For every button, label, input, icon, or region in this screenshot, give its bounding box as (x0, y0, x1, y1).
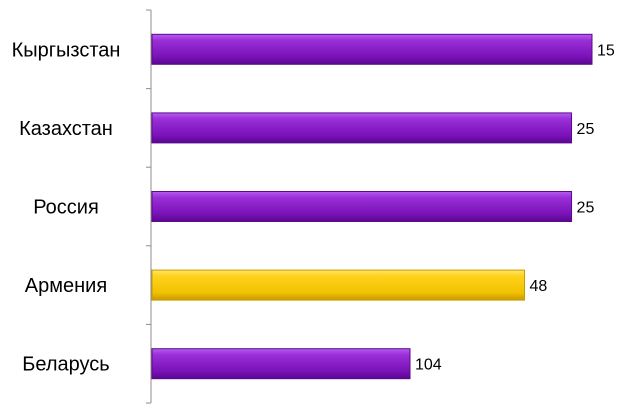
value-label-3: 48 (530, 278, 548, 295)
category-label-4: Беларусь (22, 354, 109, 376)
bar-4 (151, 348, 411, 380)
bar-2 (151, 191, 573, 222)
value-label-1: 25 (577, 121, 595, 138)
category-label-1: Казахстан (19, 118, 113, 140)
category-label-0: Кыргызстан (12, 39, 121, 61)
value-label-2: 25 (577, 200, 595, 217)
bar-1 (151, 112, 573, 144)
bar-0 (151, 33, 593, 65)
value-label-4: 104 (415, 357, 442, 374)
category-label-2: Россия (33, 197, 99, 219)
bar-3 (151, 269, 526, 301)
category-label-3: Армения (25, 275, 107, 297)
value-label-0: 15 (597, 42, 615, 59)
